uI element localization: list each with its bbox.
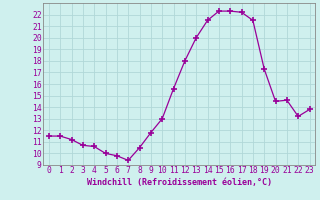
X-axis label: Windchill (Refroidissement éolien,°C): Windchill (Refroidissement éolien,°C): [87, 178, 272, 187]
